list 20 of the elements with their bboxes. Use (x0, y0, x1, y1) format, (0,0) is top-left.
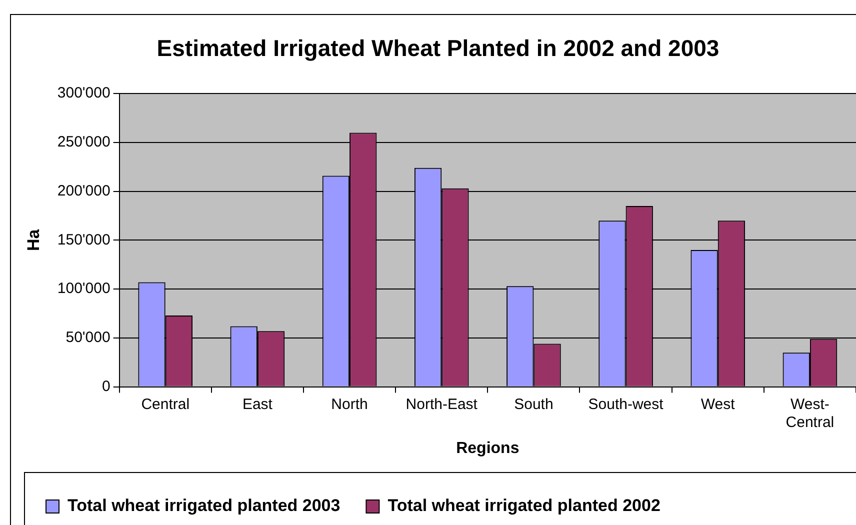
y-tick-label: 250'000 (57, 134, 110, 151)
x-tick-label: South (514, 396, 554, 413)
legend-label: Total wheat irrigated planted 2002 (388, 496, 660, 516)
y-tick-label: 50'000 (66, 329, 110, 346)
y-tick-label: 200'000 (57, 182, 110, 200)
y-tick-label: 0 (102, 378, 110, 395)
x-tick-label: North (331, 396, 368, 413)
legend-label: Total wheat irrigated planted 2003 (68, 496, 340, 516)
x-tick-label: South-west (588, 396, 664, 413)
chart-title: Estimated Irrigated Wheat Planted in 2002 and 2003 (156, 35, 720, 62)
x-tick-label: West (700, 396, 736, 413)
x-tick-label: West-Central (786, 396, 834, 431)
y-tick-label: 150'000 (57, 231, 110, 248)
x-tick-label: North-East (406, 396, 478, 413)
x-tick-label: East (242, 396, 274, 413)
x-tick-label: Central (141, 396, 190, 413)
y-tick-label: 300'000 (57, 84, 110, 102)
y-axis-title: Ha (24, 228, 43, 252)
x-axis-title: Regions (456, 440, 520, 457)
y-tick-label: 100'000 (57, 280, 110, 298)
